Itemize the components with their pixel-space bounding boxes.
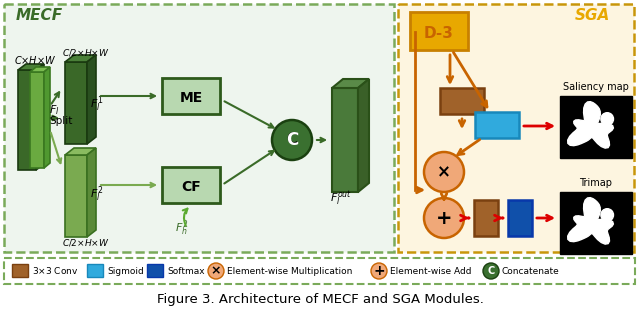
Polygon shape [30,67,50,72]
Text: CF: CF [181,180,201,194]
Text: +: + [436,208,452,228]
Text: ME: ME [179,91,203,105]
Text: +: + [373,264,385,278]
FancyBboxPatch shape [12,264,28,277]
Text: Saliency map: Saliency map [563,82,629,92]
Text: SGA: SGA [575,8,610,23]
FancyBboxPatch shape [4,4,394,252]
Text: Figure 3. Architecture of MECF and SGA Modules.: Figure 3. Architecture of MECF and SGA M… [157,294,483,306]
Text: 3$\times$3 Conv: 3$\times$3 Conv [32,265,79,276]
Text: MECF: MECF [16,8,63,23]
Text: $F_l^2$: $F_l^2$ [90,185,103,204]
Polygon shape [65,55,96,62]
Text: C: C [286,131,298,149]
Polygon shape [65,148,96,155]
FancyBboxPatch shape [162,167,220,203]
Text: Element-wise Add: Element-wise Add [390,266,472,275]
Circle shape [483,263,499,279]
Text: $F_h^2$: $F_h^2$ [175,219,188,239]
Text: $F_l$: $F_l$ [49,103,60,117]
Circle shape [371,263,387,279]
FancyBboxPatch shape [147,264,163,277]
Circle shape [424,152,464,192]
Text: C: C [488,266,495,276]
Circle shape [208,263,224,279]
FancyBboxPatch shape [560,192,632,254]
Text: ×: × [437,163,451,181]
FancyBboxPatch shape [440,88,484,114]
Polygon shape [358,79,369,192]
FancyBboxPatch shape [162,78,220,114]
Text: Sigmoid: Sigmoid [107,266,144,275]
Circle shape [424,198,464,238]
Text: $C{\times}H{\times}W$: $C{\times}H{\times}W$ [14,54,56,66]
FancyBboxPatch shape [87,264,103,277]
Text: $C/2{\times}H{\times}W$: $C/2{\times}H{\times}W$ [62,48,109,59]
FancyBboxPatch shape [560,96,632,158]
Polygon shape [44,67,50,168]
FancyBboxPatch shape [475,112,519,138]
Circle shape [601,113,614,125]
Circle shape [601,209,614,221]
Circle shape [272,120,312,160]
Text: Split: Split [49,116,72,126]
Text: Softmax: Softmax [167,266,205,275]
Polygon shape [18,64,44,70]
Text: $F_l^{out}$: $F_l^{out}$ [330,189,352,208]
Text: Trimap: Trimap [579,178,612,188]
Text: $F_l^1$: $F_l^1$ [90,95,104,114]
FancyBboxPatch shape [65,155,87,237]
FancyBboxPatch shape [65,62,87,144]
FancyBboxPatch shape [410,12,468,50]
FancyBboxPatch shape [332,88,358,192]
Polygon shape [332,79,369,88]
Polygon shape [87,148,96,237]
FancyBboxPatch shape [30,72,44,168]
FancyBboxPatch shape [398,4,634,252]
Text: ×: × [211,264,221,278]
FancyBboxPatch shape [508,200,532,236]
Text: D-3: D-3 [424,25,454,40]
Text: Concatenate: Concatenate [502,266,560,275]
Text: C: C [287,132,298,147]
Polygon shape [568,102,613,148]
Polygon shape [568,198,613,244]
Text: Element-wise Multiplication: Element-wise Multiplication [227,266,353,275]
Text: $C/2{\times}H{\times}W$: $C/2{\times}H{\times}W$ [62,238,109,249]
FancyBboxPatch shape [18,70,36,170]
FancyBboxPatch shape [474,200,498,236]
Polygon shape [87,55,96,144]
FancyBboxPatch shape [4,258,635,284]
Polygon shape [36,64,44,170]
